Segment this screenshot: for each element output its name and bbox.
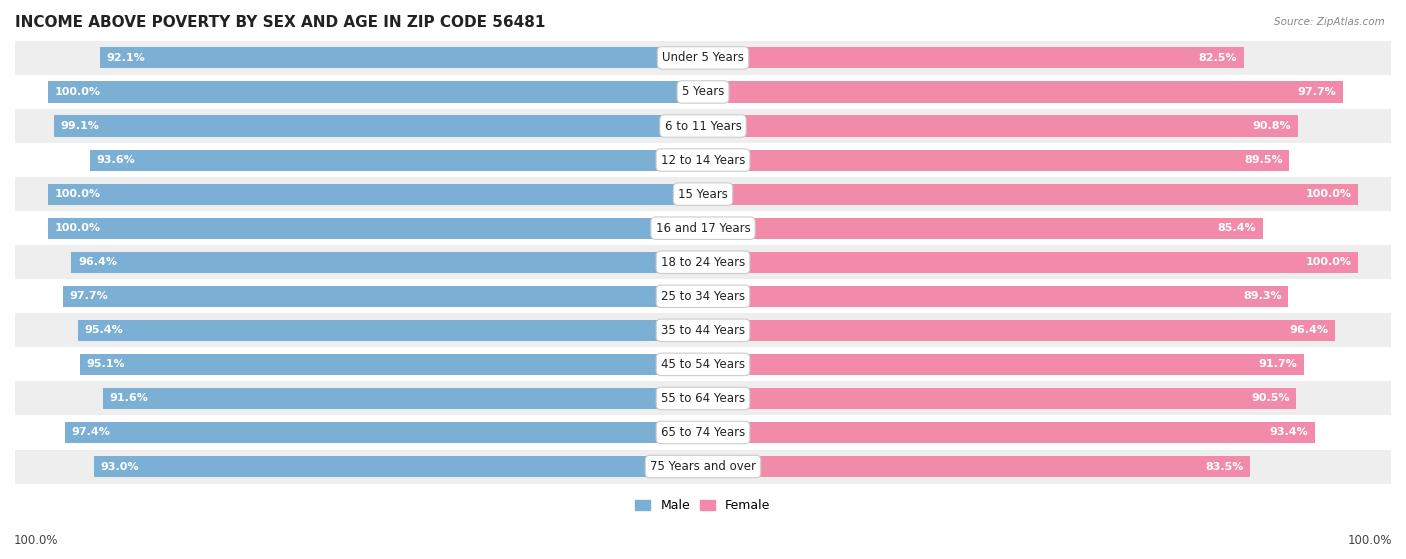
Text: 97.4%: 97.4%	[72, 428, 110, 438]
Text: 91.6%: 91.6%	[110, 394, 148, 404]
Bar	[703, 82, 1343, 102]
Text: 15 Years: 15 Years	[678, 188, 728, 201]
Bar	[15, 415, 1391, 449]
Text: Source: ZipAtlas.com: Source: ZipAtlas.com	[1274, 17, 1385, 27]
Text: 16 and 17 Years: 16 and 17 Years	[655, 222, 751, 235]
Text: 89.3%: 89.3%	[1243, 291, 1282, 301]
Bar	[100, 48, 703, 68]
Text: 100.0%: 100.0%	[1306, 257, 1351, 267]
Text: 5 Years: 5 Years	[682, 86, 724, 98]
Bar	[80, 354, 703, 375]
Bar	[48, 82, 703, 102]
Bar	[77, 320, 703, 341]
Bar	[15, 313, 1391, 347]
Bar	[703, 183, 1358, 205]
Text: 93.4%: 93.4%	[1270, 428, 1309, 438]
Bar	[15, 245, 1391, 280]
Legend: Male, Female: Male, Female	[630, 494, 776, 517]
Text: 89.5%: 89.5%	[1244, 155, 1282, 165]
Text: 65 to 74 Years: 65 to 74 Years	[661, 426, 745, 439]
Text: 35 to 44 Years: 35 to 44 Years	[661, 324, 745, 337]
Bar	[703, 320, 1334, 341]
Text: 92.1%: 92.1%	[105, 53, 145, 63]
Text: 100.0%: 100.0%	[55, 189, 100, 199]
Bar	[703, 354, 1303, 375]
Bar	[15, 347, 1391, 381]
Bar	[90, 149, 703, 170]
Bar	[103, 388, 703, 409]
Bar	[703, 217, 1263, 239]
Bar	[53, 116, 703, 136]
Text: 18 to 24 Years: 18 to 24 Years	[661, 255, 745, 269]
Text: 97.7%: 97.7%	[69, 291, 108, 301]
Text: 95.1%: 95.1%	[86, 359, 125, 369]
Bar	[15, 211, 1391, 245]
Text: 100.0%: 100.0%	[1347, 534, 1392, 547]
Bar	[15, 280, 1391, 313]
Bar	[703, 252, 1358, 273]
Text: 45 to 54 Years: 45 to 54 Years	[661, 358, 745, 371]
Text: INCOME ABOVE POVERTY BY SEX AND AGE IN ZIP CODE 56481: INCOME ABOVE POVERTY BY SEX AND AGE IN Z…	[15, 15, 546, 30]
Text: 75 Years and over: 75 Years and over	[650, 460, 756, 473]
Text: 95.4%: 95.4%	[84, 325, 124, 335]
Bar	[15, 143, 1391, 177]
Bar	[15, 381, 1391, 415]
Bar	[703, 48, 1243, 68]
Bar	[703, 149, 1289, 170]
Text: 83.5%: 83.5%	[1205, 462, 1243, 472]
Text: 96.4%: 96.4%	[1289, 325, 1329, 335]
Text: 6 to 11 Years: 6 to 11 Years	[665, 120, 741, 132]
Bar	[65, 422, 703, 443]
Bar	[703, 422, 1315, 443]
Bar	[63, 286, 703, 307]
Bar	[15, 449, 1391, 484]
Text: 91.7%: 91.7%	[1258, 359, 1298, 369]
Text: Under 5 Years: Under 5 Years	[662, 51, 744, 64]
Text: 82.5%: 82.5%	[1198, 53, 1237, 63]
Text: 97.7%: 97.7%	[1298, 87, 1337, 97]
Text: 93.6%: 93.6%	[96, 155, 135, 165]
Bar	[703, 286, 1288, 307]
Bar	[15, 75, 1391, 109]
Bar	[703, 456, 1250, 477]
Bar	[15, 41, 1391, 75]
Bar	[703, 116, 1298, 136]
Text: 100.0%: 100.0%	[14, 534, 59, 547]
Text: 93.0%: 93.0%	[100, 462, 139, 472]
Bar	[48, 183, 703, 205]
Text: 90.5%: 90.5%	[1251, 394, 1289, 404]
Bar	[72, 252, 703, 273]
Text: 100.0%: 100.0%	[55, 87, 100, 97]
Text: 85.4%: 85.4%	[1218, 223, 1256, 233]
Bar	[48, 217, 703, 239]
Text: 100.0%: 100.0%	[55, 223, 100, 233]
Bar	[15, 177, 1391, 211]
Text: 25 to 34 Years: 25 to 34 Years	[661, 290, 745, 303]
Text: 55 to 64 Years: 55 to 64 Years	[661, 392, 745, 405]
Bar	[15, 109, 1391, 143]
Text: 96.4%: 96.4%	[77, 257, 117, 267]
Text: 100.0%: 100.0%	[1306, 189, 1351, 199]
Text: 90.8%: 90.8%	[1253, 121, 1291, 131]
Bar	[703, 388, 1296, 409]
Text: 99.1%: 99.1%	[60, 121, 98, 131]
Bar	[94, 456, 703, 477]
Text: 12 to 14 Years: 12 to 14 Years	[661, 154, 745, 167]
